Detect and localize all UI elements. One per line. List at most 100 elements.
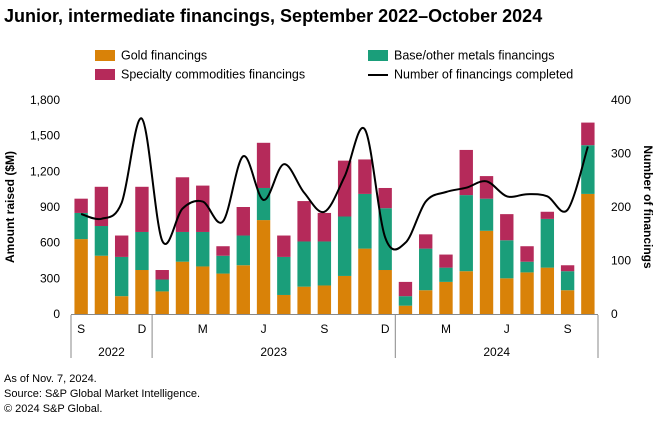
y-tick-label-6: 1,800 (30, 93, 60, 107)
bar-specialty-1 (94, 186, 109, 227)
x-tick-label-6: M (441, 322, 451, 336)
legend-label-base: Base/other metals financings (394, 48, 555, 63)
bar-gold-14 (358, 248, 372, 314)
x-tick-label-3: J (261, 322, 267, 336)
bar-base-5 (175, 231, 190, 262)
bar-gold-24 (560, 290, 575, 314)
bar-base-20 (479, 198, 494, 231)
bar-specialty-3 (135, 186, 149, 232)
bar-specialty-18 (439, 254, 453, 268)
legend-swatch-gold (95, 50, 115, 62)
bars-layer (74, 122, 595, 314)
bar-gold-11 (297, 286, 311, 314)
bar-specialty-20 (479, 176, 494, 199)
bar-gold-17 (419, 290, 433, 314)
year-label-2024: 2024 (483, 345, 510, 359)
bar-specialty-24 (560, 265, 575, 272)
x-tick-label-2: M (198, 322, 208, 336)
y2-tick-label-0: 0 (611, 307, 618, 321)
x-tick-label-4: S (320, 322, 328, 336)
footnotes: As of Nov. 7, 2024. Source: S&P Global M… (4, 372, 200, 417)
bar-gold-5 (175, 261, 190, 314)
bar-gold-25 (581, 193, 595, 314)
bar-gold-21 (500, 278, 514, 314)
bar-base-17 (419, 248, 433, 291)
bar-base-4 (155, 279, 169, 292)
bar-base-3 (135, 231, 149, 271)
bar-specialty-9 (256, 142, 271, 188)
y-tick-label-5: 1,500 (30, 129, 60, 143)
bar-gold-3 (135, 270, 149, 314)
bar-base-6 (196, 231, 210, 267)
bar-base-7 (216, 255, 230, 274)
bar-specialty-17 (419, 234, 433, 249)
bar-base-23 (540, 218, 555, 268)
bar-base-25 (581, 145, 595, 194)
bar-base-10 (277, 256, 291, 295)
bar-specialty-22 (520, 246, 534, 262)
legend-label-specialty: Specialty commodities financings (121, 67, 306, 82)
legend-item-gold: Gold financings (95, 48, 207, 63)
bar-base-0 (74, 212, 88, 240)
bar-specialty-16 (398, 281, 413, 297)
axes-layer: 0 300 600 900 1,200 1,500 1,800 0 100 200 300 400 S D… (30, 93, 631, 359)
bar-base-8 (236, 235, 250, 266)
bar-specialty-10 (277, 235, 291, 257)
bar-specialty-0 (74, 198, 88, 213)
y2-tick-label-3: 300 (611, 147, 631, 161)
bar-gold-15 (378, 270, 392, 314)
y-tick-label-0: 0 (53, 307, 60, 321)
bar-gold-23 (540, 267, 555, 314)
legend-item-base: Base/other metals financings (368, 48, 555, 63)
bar-gold-20 (479, 230, 494, 314)
bar-specialty-5 (175, 177, 190, 232)
bar-base-2 (114, 256, 129, 297)
x-tick-label-0: S (77, 322, 85, 336)
y-tick-label-3: 900 (40, 200, 60, 214)
bar-specialty-12 (317, 212, 332, 242)
bar-gold-22 (520, 272, 534, 314)
note-copyright: © 2024 S&P Global. (4, 403, 103, 415)
y-axis-label: Amount raised ($M) (3, 151, 17, 263)
bar-base-14 (358, 193, 372, 249)
bar-specialty-11 (297, 201, 311, 242)
bar-gold-18 (439, 281, 453, 314)
y2-tick-label-2: 200 (611, 200, 631, 214)
y2-tick-label-4: 400 (611, 93, 631, 107)
line-financings-count (80, 117, 589, 251)
y2-axis-label: Number of financings (641, 145, 655, 269)
legend-swatch-specialty (95, 69, 115, 81)
bar-specialty-25 (581, 122, 595, 146)
bar-base-22 (520, 261, 534, 273)
bar-specialty-19 (459, 149, 473, 196)
bar-base-18 (439, 267, 453, 282)
legend-label-gold: Gold financings (121, 48, 208, 63)
bar-gold-2 (114, 296, 129, 314)
bar-gold-7 (216, 273, 230, 314)
bar-base-11 (297, 241, 311, 287)
chart-title: Junior, intermediate financings, Septemb… (4, 6, 543, 26)
legend-item-line: Number of financings completed (368, 67, 573, 82)
bar-gold-1 (94, 255, 109, 314)
legend-label-line: Number of financings completed (394, 67, 574, 82)
bar-specialty-2 (114, 235, 129, 257)
bar-gold-13 (337, 275, 352, 314)
bar-base-19 (459, 195, 473, 272)
bar-gold-9 (256, 220, 271, 314)
y-tick-label-1: 300 (40, 271, 60, 285)
bar-specialty-8 (236, 207, 250, 236)
legend-item-specialty: Specialty commodities financings (95, 67, 305, 82)
bar-base-24 (560, 271, 575, 291)
bar-gold-8 (236, 265, 250, 314)
bar-base-1 (94, 226, 109, 256)
bar-specialty-14 (358, 159, 372, 194)
bar-gold-10 (277, 294, 291, 314)
bar-gold-6 (196, 266, 210, 314)
bar-specialty-15 (378, 187, 392, 209)
year-label-2023: 2023 (260, 345, 287, 359)
bar-gold-12 (317, 285, 332, 314)
y2-tick-label-1: 100 (611, 254, 631, 268)
bar-specialty-6 (196, 185, 210, 232)
bar-specialty-4 (155, 270, 169, 280)
